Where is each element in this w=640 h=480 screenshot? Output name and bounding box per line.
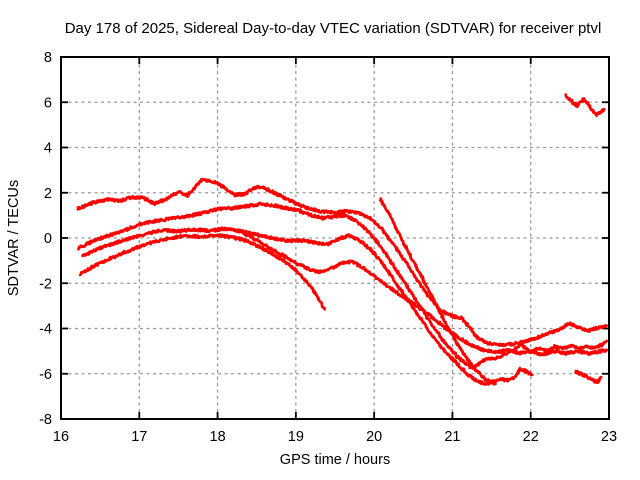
x-tick-label-17: 17 [131,429,147,445]
axis-ticks [60,56,610,420]
x-tick-label-21: 21 [444,429,460,445]
x-axis-label: GPS time / hours [280,452,390,468]
x-tick-label-20: 20 [366,429,382,445]
y-tick-label-8: 8 [44,50,52,66]
trace-2 [77,201,608,369]
trace-3 [79,233,327,311]
x-tick-label-18: 18 [210,429,226,445]
x-tick-labels: 16 17 18 19 20 21 22 23 [53,429,617,445]
trace-1 [76,177,608,348]
y-tick-label--2: -2 [39,276,52,292]
y-tick-label-6: 6 [44,95,52,111]
y-tick-labels: -8 -6 -4 -2 0 2 4 6 8 [39,50,52,428]
y-tick-label-4: 4 [44,141,52,157]
x-tick-label-22: 22 [523,429,539,445]
y-tick-label--4: -4 [39,322,52,338]
segment-high [564,94,606,117]
y-tick-label-0: 0 [44,231,52,247]
y-axis-label: SDTVAR / TECUs [6,180,22,296]
y-tick-label--8: -8 [39,412,52,428]
chart-title: Day 178 of 2025, Sidereal Day-to-day VTE… [65,20,602,37]
trace-6 [379,197,497,386]
x-tick-label-23: 23 [601,429,617,445]
x-tick-label-19: 19 [288,429,304,445]
data-traces [76,93,608,386]
gridlines [62,58,608,418]
trace-4 [81,226,534,386]
y-tick-label-2: 2 [44,186,52,202]
segment-low [574,369,603,385]
y-tick-label--6: -6 [39,367,52,383]
trace-5 [236,228,608,357]
x-tick-label-16: 16 [53,429,69,445]
